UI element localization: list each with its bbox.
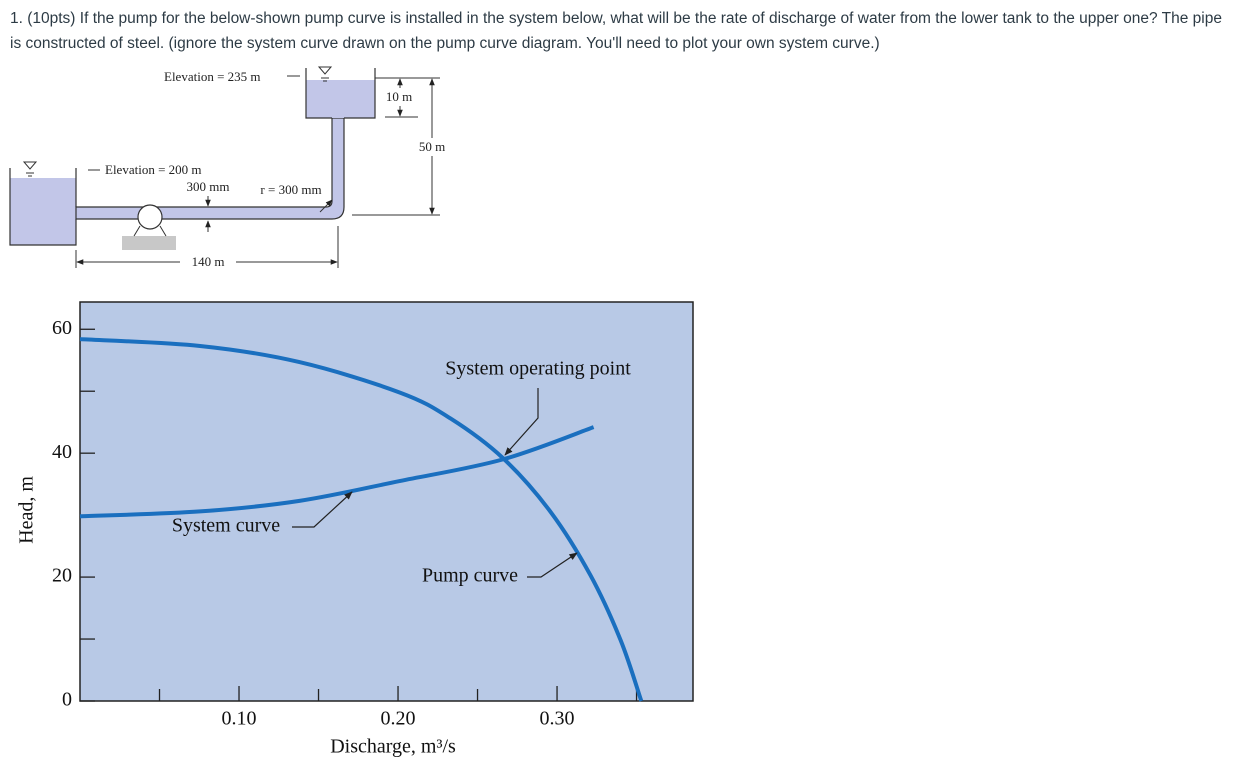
dimension-label: 50 m xyxy=(419,139,445,154)
annotation: System operating point xyxy=(445,358,631,380)
pump-stand xyxy=(133,225,167,237)
system-diagram: Elevation = 235 m 10 m 50 m Elevation = … xyxy=(9,66,445,269)
lower-tank-water xyxy=(10,178,76,245)
upper-tank xyxy=(305,68,376,119)
leader-line xyxy=(319,199,333,213)
annotation-arrow xyxy=(504,388,539,456)
lower-tank xyxy=(9,168,77,246)
series-label: System curve xyxy=(172,515,280,537)
pump xyxy=(137,204,163,230)
y-tick-label: 20 xyxy=(52,565,72,587)
annotation-arrow xyxy=(527,552,578,578)
y-tick-label: 0 xyxy=(62,689,72,711)
y-axis-label: Head, m xyxy=(16,476,38,544)
pump-chart: Head, m Discharge, m³/s 0 20 40 60 0.10 0.20 0… xyxy=(16,301,694,758)
dimension-label: 140 m xyxy=(192,254,225,269)
elevation-label: Elevation = 200 m xyxy=(105,162,202,177)
series-line xyxy=(79,337,644,702)
annotation-arrow xyxy=(292,491,353,528)
y-tick-label: 40 xyxy=(52,441,72,463)
x-axis-label: Discharge, m³/s xyxy=(330,736,456,758)
question-text: 1. (10pts) If the pump for the below-sho… xyxy=(10,10,1222,52)
pump-base xyxy=(122,236,176,250)
water-level-symbol xyxy=(22,161,38,170)
upper-tank-water xyxy=(306,80,375,118)
x-tick-label: 0.10 xyxy=(222,708,257,730)
x-tick-label: 0.30 xyxy=(540,708,575,730)
y-tick-label: 60 xyxy=(52,317,72,339)
elevation-label: Elevation = 235 m xyxy=(164,69,261,84)
x-tick-label: 0.20 xyxy=(381,708,416,730)
series-label: Pump curve xyxy=(422,565,518,587)
diameter-label: 300 mm xyxy=(187,179,230,194)
plot-area xyxy=(79,301,694,702)
radius-label: r = 300 mm xyxy=(260,182,321,197)
dimension-label: 10 m xyxy=(386,89,412,104)
water-level-symbol xyxy=(317,66,333,75)
